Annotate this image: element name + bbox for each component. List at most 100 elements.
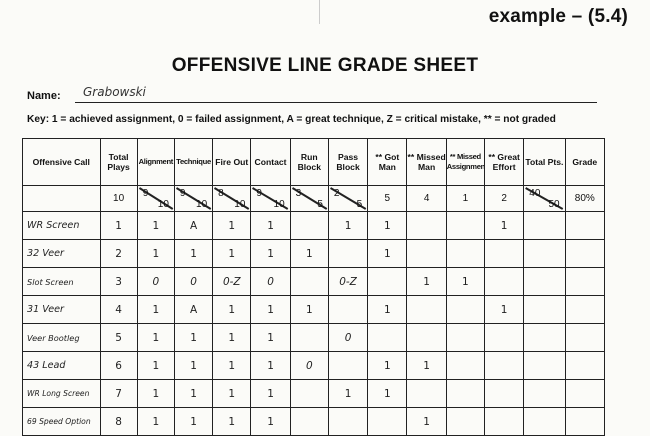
cell-technique[interactable]: 1 — [173, 351, 214, 380]
cell-contact[interactable]: 1 — [250, 239, 291, 268]
cell-great-effort[interactable] — [483, 323, 525, 352]
offensive-call-cell[interactable]: Veer Bootleg — [22, 323, 101, 352]
cell-fire-out[interactable]: 1 — [212, 323, 252, 352]
cell-great-effort[interactable]: 1 — [483, 211, 525, 240]
cell-plays[interactable]: 3 — [99, 267, 138, 296]
cell-grade[interactable] — [564, 407, 606, 436]
cell-run-block[interactable] — [289, 323, 329, 352]
cell-technique[interactable]: A — [173, 211, 214, 240]
offensive-call-cell[interactable]: WR Long Screen — [22, 379, 101, 408]
offensive-call-cell[interactable]: 43 Lead — [22, 351, 101, 380]
cell-total-pts[interactable] — [523, 379, 566, 408]
cell-contact[interactable]: 1 — [250, 211, 291, 240]
cell-alignment[interactable]: 1 — [136, 379, 175, 408]
cell-missed-man[interactable] — [406, 211, 447, 240]
cell-missed-assignment[interactable] — [445, 379, 485, 408]
cell-alignment[interactable]: 1 — [136, 407, 175, 436]
cell-alignment[interactable]: 1 — [136, 211, 175, 240]
cell-alignment[interactable]: 1 — [136, 323, 175, 352]
cell-technique[interactable]: 1 — [173, 239, 214, 268]
cell-fire-out[interactable]: 1 — [212, 379, 252, 408]
cell-missed-man[interactable]: 1 — [406, 267, 447, 296]
offensive-call-cell[interactable]: 69 Speed Option — [22, 407, 101, 436]
cell-grade[interactable] — [564, 239, 606, 268]
cell-missed-man[interactable]: 1 — [406, 407, 447, 436]
cell-got-man[interactable]: 1 — [367, 351, 408, 380]
cell-great-effort[interactable] — [483, 407, 525, 436]
cell-run-block[interactable]: 0 — [289, 351, 329, 380]
cell-total-pts[interactable] — [523, 267, 566, 296]
cell-pass-block[interactable]: 0-Z — [327, 267, 369, 296]
cell-pass-block[interactable] — [327, 295, 369, 324]
cell-alignment[interactable]: 1 — [136, 295, 175, 324]
offensive-call-cell[interactable]: WR Screen — [22, 211, 101, 240]
cell-got-man[interactable] — [367, 407, 408, 436]
cell-missed-man[interactable] — [406, 323, 447, 352]
cell-missed-man[interactable] — [406, 239, 447, 268]
cell-fire-out[interactable]: 1 — [212, 211, 252, 240]
cell-missed-man[interactable]: 1 — [406, 351, 447, 380]
cell-plays[interactable]: 8 — [99, 407, 138, 436]
cell-missed-assignment[interactable] — [445, 295, 485, 324]
cell-fire-out[interactable]: 0-Z — [212, 267, 252, 296]
cell-total-pts[interactable] — [523, 407, 566, 436]
cell-contact[interactable]: 1 — [250, 323, 291, 352]
cell-run-block[interactable] — [289, 211, 329, 240]
cell-total-pts[interactable] — [523, 351, 566, 380]
cell-missed-assignment[interactable] — [445, 239, 485, 268]
cell-run-block[interactable] — [289, 267, 329, 296]
offensive-call-cell[interactable]: Slot Screen — [22, 267, 101, 296]
cell-pass-block[interactable] — [327, 407, 369, 436]
cell-plays[interactable]: 6 — [99, 351, 138, 380]
cell-total-pts[interactable] — [523, 211, 566, 240]
cell-alignment[interactable]: 0 — [136, 267, 175, 296]
cell-fire-out[interactable]: 1 — [212, 351, 252, 380]
cell-got-man[interactable] — [367, 267, 408, 296]
offensive-call-cell[interactable]: 32 Veer — [22, 239, 101, 268]
cell-got-man[interactable] — [367, 323, 408, 352]
cell-great-effort[interactable] — [483, 351, 525, 380]
cell-run-block[interactable] — [289, 407, 329, 436]
cell-total-pts[interactable] — [523, 239, 566, 268]
cell-got-man[interactable]: 1 — [367, 379, 408, 408]
cell-run-block[interactable]: 1 — [289, 239, 329, 268]
cell-missed-man[interactable] — [406, 295, 447, 324]
cell-got-man[interactable]: 1 — [367, 239, 408, 268]
cell-pass-block[interactable]: 0 — [327, 323, 369, 352]
cell-missed-assignment[interactable] — [445, 407, 485, 436]
cell-fire-out[interactable]: 1 — [212, 239, 252, 268]
cell-technique[interactable]: 1 — [173, 407, 214, 436]
cell-pass-block[interactable]: 1 — [327, 211, 369, 240]
cell-grade[interactable] — [564, 379, 606, 408]
cell-pass-block[interactable]: 1 — [327, 379, 369, 408]
cell-contact[interactable]: 0 — [250, 267, 291, 296]
cell-great-effort[interactable] — [483, 379, 525, 408]
cell-grade[interactable] — [564, 267, 606, 296]
cell-run-block[interactable]: 1 — [289, 295, 329, 324]
cell-missed-man[interactable] — [406, 379, 447, 408]
cell-technique[interactable]: 0 — [173, 267, 214, 296]
cell-alignment[interactable]: 1 — [136, 351, 175, 380]
cell-great-effort[interactable] — [483, 239, 525, 268]
cell-missed-assignment[interactable] — [445, 323, 485, 352]
cell-total-pts[interactable] — [523, 295, 566, 324]
cell-run-block[interactable] — [289, 379, 329, 408]
cell-grade[interactable] — [564, 211, 606, 240]
cell-pass-block[interactable] — [327, 239, 369, 268]
cell-technique[interactable]: 1 — [173, 323, 214, 352]
cell-missed-assignment[interactable] — [445, 351, 485, 380]
cell-grade[interactable] — [564, 295, 606, 324]
cell-plays[interactable]: 7 — [99, 379, 138, 408]
cell-contact[interactable]: 1 — [250, 351, 291, 380]
cell-contact[interactable]: 1 — [250, 379, 291, 408]
cell-contact[interactable]: 1 — [250, 295, 291, 324]
cell-missed-assignment[interactable]: 1 — [445, 267, 485, 296]
cell-technique[interactable]: A — [173, 295, 214, 324]
cell-grade[interactable] — [564, 351, 606, 380]
cell-plays[interactable]: 5 — [99, 323, 138, 352]
cell-fire-out[interactable]: 1 — [212, 407, 252, 436]
cell-great-effort[interactable] — [483, 267, 525, 296]
cell-got-man[interactable]: 1 — [367, 211, 408, 240]
player-name[interactable]: Grabowski — [83, 85, 146, 99]
cell-contact[interactable]: 1 — [250, 407, 291, 436]
